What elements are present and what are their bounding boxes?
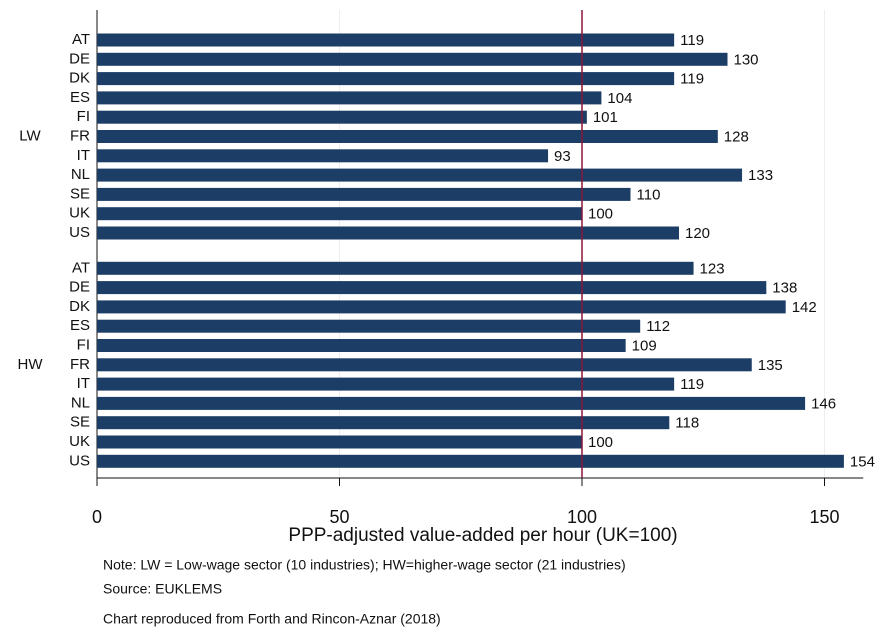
bar — [97, 300, 786, 314]
bar — [97, 168, 743, 182]
x-axis-label: PPP-adjusted value-added per hour (UK=10… — [288, 525, 677, 546]
bar — [97, 454, 844, 468]
value-label: 128 — [724, 128, 749, 145]
value-label: 138 — [772, 280, 797, 297]
note: Chart reproduced from Forth and Rincon-A… — [103, 611, 441, 627]
note: Source: EUKLEMS — [103, 581, 222, 597]
x-tick-label: 100 — [567, 507, 597, 527]
bar — [97, 110, 587, 124]
category-label: NL — [71, 166, 90, 183]
category-label: DK — [69, 70, 90, 87]
category-label: IT — [77, 375, 90, 392]
category-label: FR — [70, 127, 90, 144]
category-label: DE — [69, 279, 90, 296]
category-label: FI — [77, 336, 90, 353]
value-label: 104 — [607, 90, 632, 107]
bar — [97, 52, 728, 66]
bar — [97, 396, 806, 410]
category-label: NL — [71, 394, 90, 411]
value-label: 154 — [850, 453, 875, 470]
value-label: 119 — [680, 71, 704, 88]
bar — [97, 435, 582, 449]
value-label: 142 — [792, 299, 817, 316]
bar — [97, 91, 602, 105]
category-label: IT — [77, 147, 90, 164]
category-label: SE — [70, 414, 90, 431]
bar — [97, 207, 582, 221]
bar — [97, 339, 626, 352]
value-label: 123 — [700, 260, 725, 277]
value-label: 119 — [680, 32, 704, 49]
category-label: ES — [70, 317, 90, 334]
bar — [97, 319, 641, 333]
group-label: LW — [19, 127, 41, 144]
category-label: AT — [72, 31, 90, 48]
x-tick-label: 0 — [92, 507, 102, 527]
group-label: HW — [18, 356, 44, 373]
value-label: 110 — [637, 186, 661, 203]
value-label: 133 — [748, 167, 773, 184]
value-label: 120 — [685, 225, 710, 242]
category-label: DE — [69, 50, 90, 67]
value-label: 118 — [675, 415, 699, 432]
value-label: 109 — [632, 337, 657, 354]
bar — [97, 33, 675, 47]
x-tick-label: 50 — [329, 507, 349, 527]
category-label: UK — [69, 205, 90, 222]
category-label: SE — [70, 185, 90, 202]
category-label: UK — [69, 433, 90, 450]
bar — [97, 149, 549, 163]
x-tick-label: 150 — [809, 507, 839, 527]
bar — [97, 281, 767, 295]
bar — [97, 358, 752, 372]
category-label: FR — [70, 356, 90, 373]
value-label: 100 — [588, 434, 613, 451]
bar — [97, 130, 718, 143]
category-label: FI — [77, 108, 90, 125]
bar — [97, 187, 631, 201]
category-label: ES — [70, 89, 90, 106]
value-label: 130 — [734, 51, 759, 68]
value-label: 135 — [758, 357, 783, 374]
value-label: 146 — [811, 395, 836, 412]
category-label: AT — [72, 259, 90, 276]
bar — [97, 377, 675, 391]
value-label: 100 — [588, 206, 613, 223]
note: Note: LW = Low-wage sector (10 industrie… — [103, 557, 626, 573]
bar — [97, 72, 675, 86]
category-label: US — [69, 452, 90, 469]
value-label: 101 — [593, 109, 618, 126]
bar — [97, 261, 694, 275]
value-label: 119 — [680, 376, 704, 393]
value-label: 93 — [554, 148, 571, 165]
category-label: DK — [69, 298, 90, 315]
bar — [97, 226, 679, 240]
category-label: US — [69, 224, 90, 241]
bar — [97, 416, 670, 430]
value-label: 112 — [646, 318, 670, 335]
